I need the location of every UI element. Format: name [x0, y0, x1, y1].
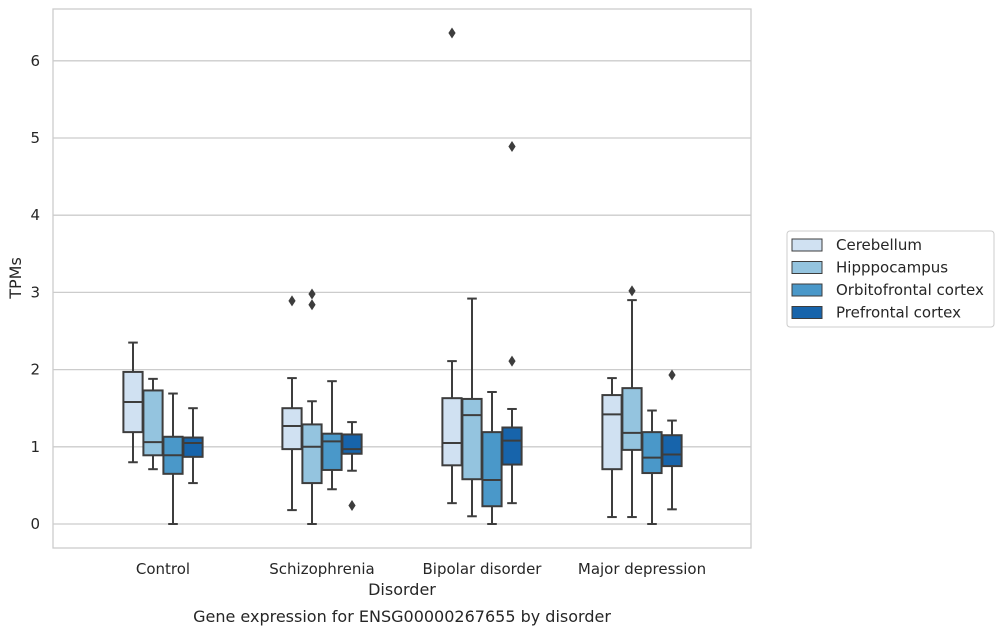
series-prefrontal-cortex: [182, 140, 683, 511]
box-body: [321, 432, 343, 471]
legend-frame: [786, 230, 995, 328]
legend-label: Cerebellum: [836, 236, 922, 254]
outlier-point: [668, 369, 676, 381]
x-tick-label: Schizophrenia: [269, 560, 374, 578]
y-tick-label: 4: [30, 206, 40, 224]
box-body: [481, 431, 503, 508]
legend-label: Orbitofrontal cortex: [836, 281, 984, 299]
box-body: [441, 397, 463, 467]
outlier-point: [308, 288, 316, 300]
x-axis-ticks: Control Schizophrenia Bipolar disorder Majo…: [136, 560, 706, 578]
y-tick-label: 3: [30, 283, 40, 301]
x-tick-label: Major depression: [578, 560, 706, 578]
box-body: [621, 387, 643, 451]
box-body: [661, 434, 683, 468]
box-body: [281, 407, 303, 451]
box-body: [641, 431, 663, 475]
x-tick-label: Bipolar disorder: [423, 560, 543, 578]
legend-label: Prefrontal cortex: [836, 304, 961, 322]
chart-caption: Gene expression for ENSG00000267655 by d…: [193, 607, 611, 626]
legend-swatch: [791, 238, 823, 252]
outlier-point: [628, 285, 636, 297]
y-axis-label: TPMs: [6, 257, 25, 300]
x-axis-label: Disorder: [368, 580, 436, 599]
box-plot-series: [122, 27, 683, 525]
outlier-point: [288, 295, 296, 307]
outlier-point: [348, 499, 356, 511]
box-body: [182, 436, 204, 458]
y-tick-label: 6: [30, 52, 40, 70]
x-tick-label: Control: [136, 560, 190, 578]
outlier-point: [448, 27, 456, 39]
legend-swatch: [791, 306, 823, 319]
box-body: [501, 426, 523, 466]
legend: Cerebellum Hipppocampus Orbitofrontal cort…: [786, 230, 995, 328]
legend-swatch: [791, 283, 823, 297]
y-tick-label: 0: [30, 515, 40, 533]
outlier-point: [508, 355, 516, 367]
y-axis-ticks: 0 1 2 3 4 5 6: [30, 52, 40, 533]
y-tick-label: 5: [30, 129, 40, 147]
y-tick-label: 2: [30, 361, 40, 379]
box-body: [461, 397, 483, 481]
series-orbitofrontal-cortex: [162, 380, 663, 525]
box-body: [142, 389, 164, 457]
box-body: [301, 423, 323, 485]
series-hipppocampus: [142, 285, 643, 525]
box-body: [341, 433, 363, 455]
series-cerebellum: [122, 27, 623, 519]
outlier-point: [508, 140, 516, 152]
outlier-point: [308, 299, 316, 311]
legend-label: Hipppocampus: [836, 259, 948, 277]
plot-frame: [52, 8, 752, 549]
y-tick-label: 1: [30, 438, 40, 456]
box-body: [601, 394, 623, 471]
legend-swatch: [791, 261, 823, 274]
